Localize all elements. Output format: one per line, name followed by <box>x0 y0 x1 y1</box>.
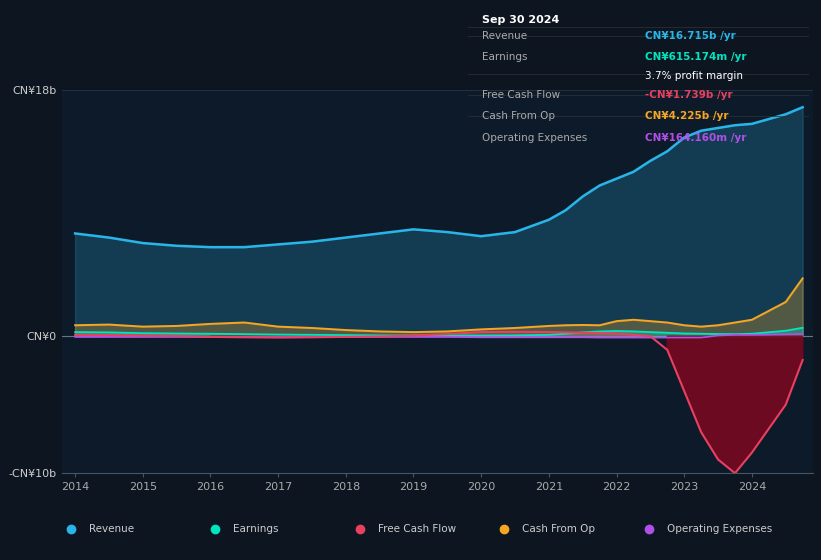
Text: CN¥164.160m /yr: CN¥164.160m /yr <box>645 133 746 143</box>
Text: Sep 30 2024: Sep 30 2024 <box>482 15 559 25</box>
Text: 3.7% profit margin: 3.7% profit margin <box>645 71 743 81</box>
Text: -CN¥1.739b /yr: -CN¥1.739b /yr <box>645 90 733 100</box>
Text: Operating Expenses: Operating Expenses <box>482 133 587 143</box>
Text: Free Cash Flow: Free Cash Flow <box>482 90 560 100</box>
Text: CN¥4.225b /yr: CN¥4.225b /yr <box>645 111 729 122</box>
Text: Operating Expenses: Operating Expenses <box>667 524 773 534</box>
Text: Cash From Op: Cash From Op <box>482 111 555 122</box>
Text: Earnings: Earnings <box>233 524 279 534</box>
Text: CN¥615.174m /yr: CN¥615.174m /yr <box>645 53 746 63</box>
Text: Earnings: Earnings <box>482 53 527 63</box>
Text: Cash From Op: Cash From Op <box>522 524 595 534</box>
Text: CN¥16.715b /yr: CN¥16.715b /yr <box>645 31 736 41</box>
Text: Free Cash Flow: Free Cash Flow <box>378 524 456 534</box>
Text: Revenue: Revenue <box>482 31 527 41</box>
Text: Revenue: Revenue <box>89 524 134 534</box>
